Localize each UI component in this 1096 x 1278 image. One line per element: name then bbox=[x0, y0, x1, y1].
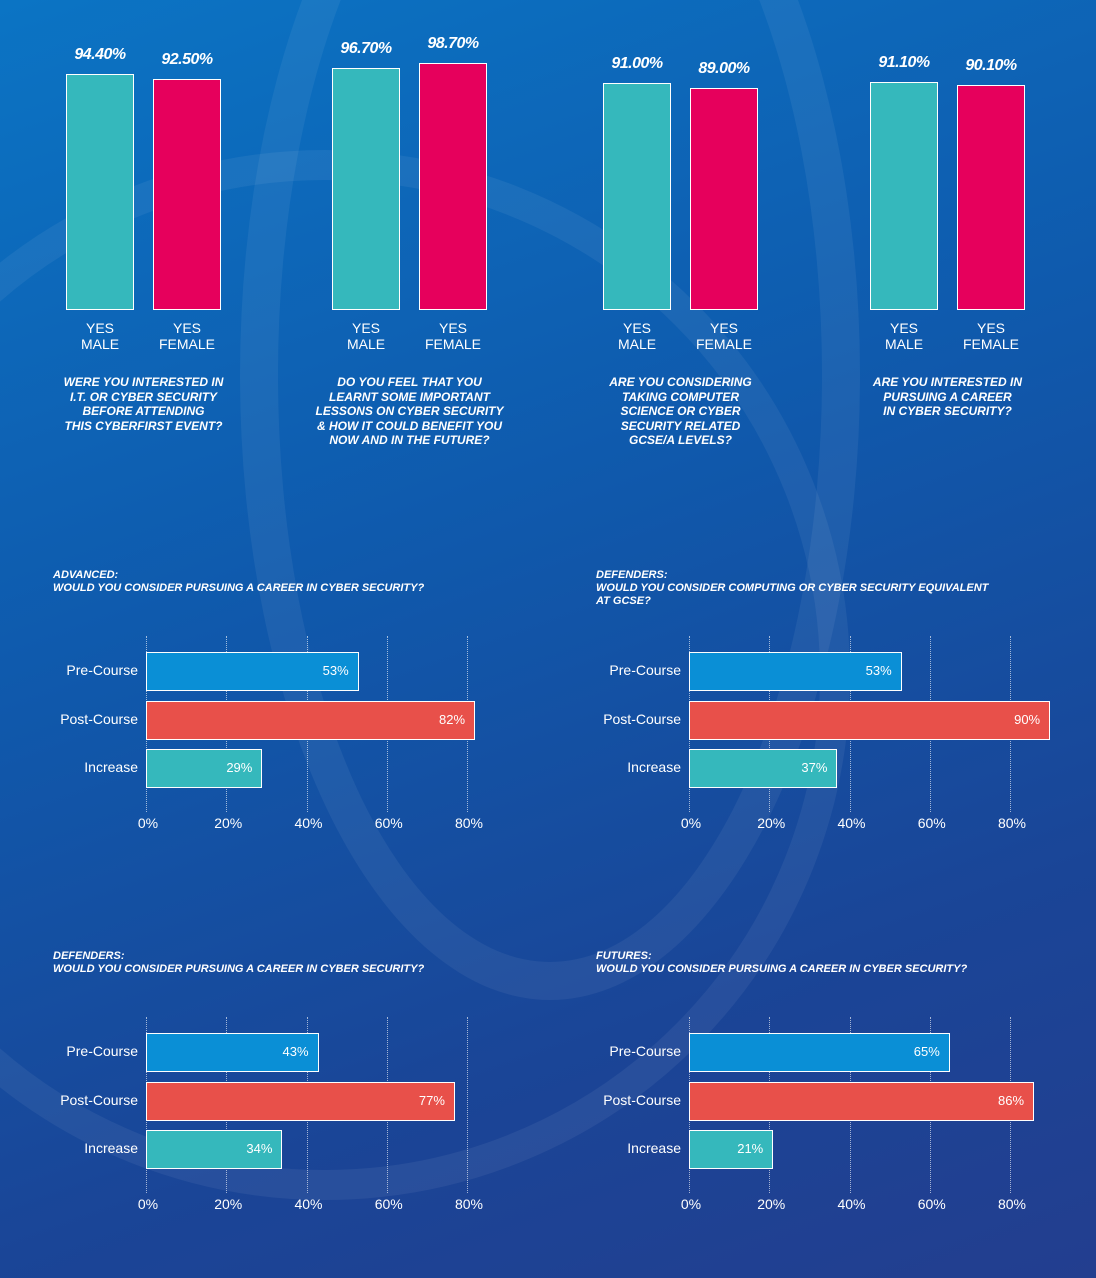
caption: WERE YOU INTERESTED IN I.T. OR CYBER SEC… bbox=[63, 375, 224, 433]
category-label: Increase bbox=[627, 759, 681, 775]
x-tick-label: 0% bbox=[137, 815, 159, 831]
x-tick-label: 60% bbox=[917, 815, 946, 831]
x-tick-label: 80% bbox=[997, 1196, 1027, 1212]
x-tick-label: 0% bbox=[137, 1196, 159, 1212]
value-label: 89.00% bbox=[698, 59, 750, 77]
value-label: 65% bbox=[913, 1044, 940, 1059]
value-label: 96.70% bbox=[340, 40, 392, 58]
x-tick-label: 60% bbox=[917, 1196, 946, 1212]
chart-title: DEFENDERS: WOULD YOU CONSIDER COMPUTING … bbox=[596, 569, 989, 607]
x-tick-label: 80% bbox=[454, 1196, 484, 1212]
bar bbox=[689, 1033, 950, 1072]
x-tick-label: 20% bbox=[757, 1196, 786, 1212]
value-label: 86% bbox=[998, 1093, 1025, 1108]
category-label: YES MALE bbox=[884, 320, 924, 352]
bar bbox=[146, 652, 359, 691]
bar bbox=[146, 1033, 319, 1072]
x-tick-label: 20% bbox=[214, 815, 243, 831]
category-label: Increase bbox=[84, 1140, 138, 1156]
value-label: 92.50% bbox=[161, 50, 213, 68]
bar bbox=[146, 701, 476, 740]
value-label: 29% bbox=[226, 760, 253, 775]
category-label: YES MALE bbox=[80, 320, 120, 352]
category-label: YES MALE bbox=[346, 320, 386, 352]
x-tick-label: 60% bbox=[374, 815, 403, 831]
category-label: Pre-Course bbox=[66, 1043, 138, 1059]
category-label: Pre-Course bbox=[66, 662, 138, 678]
bar bbox=[332, 68, 400, 310]
x-tick-label: 0% bbox=[680, 815, 702, 831]
bar bbox=[689, 1130, 774, 1169]
category-label: Post-Course bbox=[603, 1092, 681, 1108]
value-label: 91.10% bbox=[878, 54, 930, 72]
category-label: Pre-Course bbox=[609, 1043, 681, 1059]
x-tick-label: 20% bbox=[757, 815, 786, 831]
x-tick-label: 80% bbox=[997, 815, 1027, 831]
value-label: 90.10% bbox=[965, 56, 1017, 74]
category-label: Increase bbox=[84, 759, 138, 775]
value-label: 37% bbox=[801, 760, 828, 775]
bar bbox=[419, 63, 487, 310]
category-label: YES FEMALE bbox=[962, 320, 1019, 352]
x-tick-label: 20% bbox=[214, 1196, 243, 1212]
bar bbox=[690, 87, 758, 310]
category-label: Post-Course bbox=[603, 711, 681, 727]
x-tick-label: 80% bbox=[454, 815, 484, 831]
value-label: 53% bbox=[322, 663, 349, 678]
value-label: 82% bbox=[438, 712, 466, 727]
x-tick-label: 40% bbox=[294, 1196, 323, 1212]
category-label: YES FEMALE bbox=[424, 320, 481, 352]
bar bbox=[689, 749, 838, 788]
bar bbox=[153, 78, 221, 310]
bar bbox=[689, 701, 1051, 740]
chart-title: DEFENDERS: WOULD YOU CONSIDER PURSUING A… bbox=[53, 950, 425, 975]
x-tick-label: 40% bbox=[294, 815, 323, 831]
grid-line bbox=[467, 1017, 468, 1193]
value-label: 34% bbox=[246, 1141, 273, 1156]
bar bbox=[603, 82, 671, 310]
category-label: Pre-Course bbox=[609, 662, 681, 678]
bar bbox=[146, 1082, 455, 1121]
x-tick-label: 60% bbox=[374, 1196, 403, 1212]
value-label: 90% bbox=[1014, 712, 1041, 727]
bar bbox=[66, 74, 134, 310]
category-label: YES FEMALE bbox=[695, 320, 752, 352]
caption: ARE YOU INTERESTED IN PURSUING A CAREER … bbox=[872, 375, 1023, 418]
caption: DO YOU FEEL THAT YOU LEARNT SOME IMPORTA… bbox=[315, 375, 504, 447]
bar bbox=[146, 749, 263, 788]
bar bbox=[689, 1082, 1035, 1121]
category-label: Increase bbox=[627, 1140, 681, 1156]
value-label: 91.00% bbox=[611, 54, 663, 72]
value-label: 77% bbox=[418, 1093, 445, 1108]
bar bbox=[689, 652, 902, 691]
category-label: Post-Course bbox=[60, 1092, 138, 1108]
value-label: 21% bbox=[737, 1141, 764, 1156]
value-label: 98.70% bbox=[427, 35, 479, 53]
chart-title: FUTURES: WOULD YOU CONSIDER PURSUING A C… bbox=[596, 950, 968, 975]
value-label: 53% bbox=[865, 663, 892, 678]
category-label: Post-Course bbox=[60, 711, 138, 727]
caption: ARE YOU CONSIDERING TAKING COMPUTER SCIE… bbox=[609, 375, 752, 447]
x-tick-label: 40% bbox=[837, 815, 866, 831]
category-label: YES FEMALE bbox=[158, 320, 215, 352]
x-tick-label: 0% bbox=[680, 1196, 702, 1212]
x-tick-label: 40% bbox=[837, 1196, 866, 1212]
value-label: 94.40% bbox=[74, 46, 126, 63]
bar bbox=[870, 82, 938, 310]
value-label: 43% bbox=[282, 1044, 309, 1059]
chart-title: ADVANCED: WOULD YOU CONSIDER PURSUING A … bbox=[53, 569, 425, 594]
bar bbox=[146, 1130, 283, 1169]
bar bbox=[957, 84, 1025, 310]
category-label: YES MALE bbox=[617, 320, 657, 352]
